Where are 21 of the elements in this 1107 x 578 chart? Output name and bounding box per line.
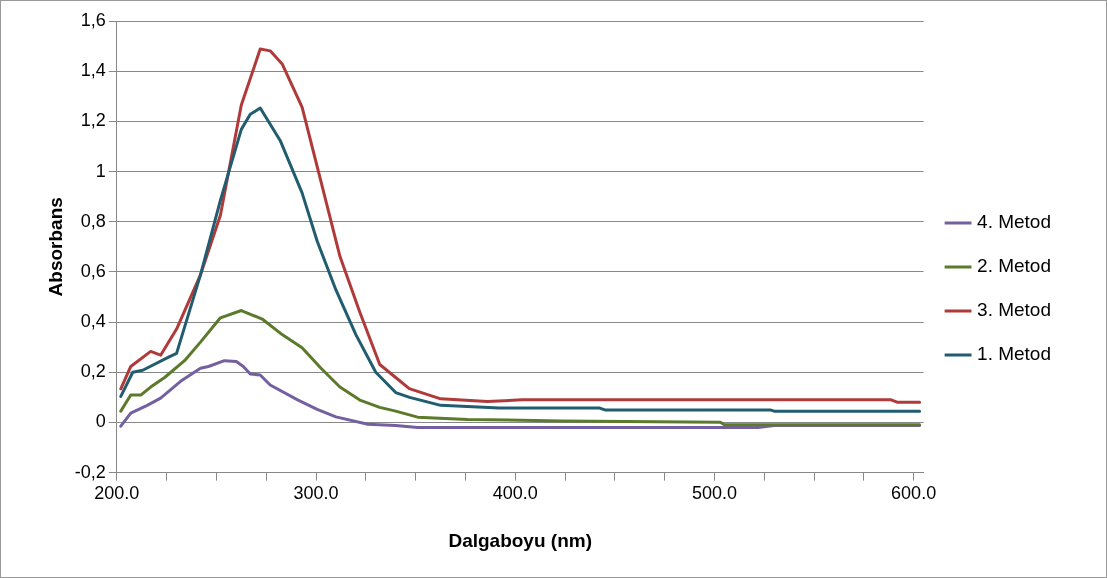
y-tick-label: 1,4 [80,60,106,81]
legend-label: 3. Metod [977,299,1052,321]
legend-label: 2. Metod [977,255,1052,277]
y-tick-label: 1 [95,160,106,181]
x-tick-label: 300.0 [293,483,339,504]
y-tick-label: 0,2 [80,361,106,382]
legend-label: 1. Metod [977,343,1052,365]
y-tick-label: 0,4 [80,311,106,332]
y-tick-label: 0 [95,411,106,432]
x-tick-label: 500.0 [691,483,737,504]
legend-label: 4. Metod [977,211,1052,233]
y-tick-label: -0,2 [74,461,106,482]
x-axis-title: Dalgaboyu (nm) [448,529,592,551]
y-tick-label: 1,2 [80,110,106,131]
y-tick-label: 1,6 [80,9,106,30]
y-axis-title: Absorbans [44,197,66,297]
x-tick-label: 600.0 [891,483,937,504]
y-tick-label: 0,8 [80,210,106,231]
x-tick-label: 400.0 [492,483,538,504]
y-tick-label: 0,6 [80,260,106,281]
x-tick-label: 200.0 [94,483,140,504]
